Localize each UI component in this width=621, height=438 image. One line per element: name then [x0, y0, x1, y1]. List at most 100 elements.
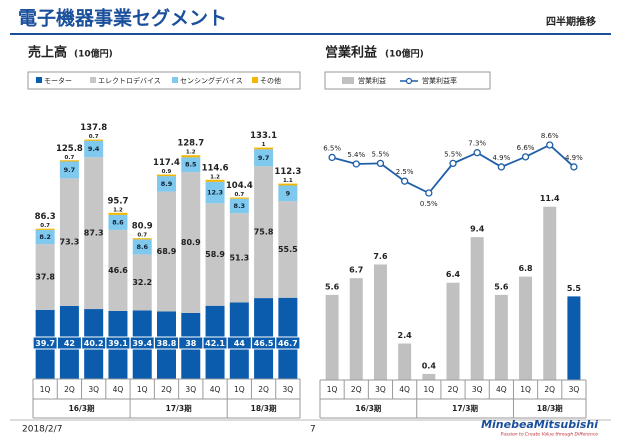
value-label: 46.6: [108, 266, 128, 275]
value-label: 8.3: [234, 202, 246, 210]
value-label: 5.4%: [347, 151, 365, 159]
value-label: 46.7: [278, 339, 298, 348]
legend-marker: [405, 77, 413, 85]
line-marker: [473, 149, 481, 157]
value-label: 46.5: [254, 339, 274, 348]
value-label: 75.8: [254, 228, 274, 237]
bar-segment: [108, 229, 128, 311]
bar-segment: [205, 179, 225, 182]
value-label: 42: [64, 339, 75, 348]
x-tick-label: 4Q: [113, 385, 124, 394]
x-tick-label: 1Q: [327, 385, 338, 394]
bar-segment: [229, 213, 249, 303]
total-label: 86.3: [35, 212, 56, 222]
x-tick-label: 3Q: [283, 385, 294, 394]
bar: [349, 278, 363, 380]
bar-segment: [205, 203, 225, 306]
value-label: 2.5%: [396, 168, 414, 176]
bar-segment: [157, 174, 176, 177]
value-label: 12.3: [207, 189, 223, 197]
total-label: 104.4: [226, 181, 253, 191]
x-group-label: 18/3期: [251, 403, 277, 413]
chart-unit: (10億円): [74, 48, 113, 60]
bar: [373, 264, 387, 380]
bar-segment: [254, 166, 274, 299]
value-label: 0.5%: [420, 200, 438, 208]
bar-segment: [181, 172, 201, 313]
bar: [422, 373, 436, 380]
value-label: 37.8: [35, 273, 55, 282]
value-label: 8.6%: [541, 132, 559, 140]
x-tick-label: 3Q: [375, 385, 386, 394]
x-tick-label: 2Q: [448, 385, 459, 394]
x-tick-label: 3Q: [88, 385, 99, 394]
legend-box: [27, 71, 301, 90]
legend-label: センシングデバイス: [180, 76, 243, 85]
bar-segment: [278, 201, 298, 298]
logo: MinebeaMitsubishi: [481, 418, 598, 431]
value-label: 1.2: [210, 174, 220, 180]
slide-subtitle: 四半期推移: [546, 15, 596, 28]
slide-title: 電子機器事業セグメント: [18, 7, 227, 30]
line-marker: [328, 153, 336, 162]
value-label: 87.3: [84, 229, 104, 238]
value-label: 8.5: [185, 161, 197, 169]
x-tick-label: 2Q: [258, 385, 269, 394]
value-label: 6.5%: [323, 144, 341, 152]
bar-segment: [84, 139, 104, 141]
value-label: 8.6: [136, 243, 148, 251]
footer-date: 2018/2/7: [22, 425, 62, 435]
x-tick-label: 1Q: [234, 385, 245, 394]
chart-title: 営業利益: [325, 45, 377, 61]
legend-swatch: [36, 77, 42, 83]
total-label: 114.6: [202, 163, 229, 173]
bar-segment: [181, 155, 201, 158]
total-label: 80.9: [132, 222, 153, 232]
value-label: 2.4: [398, 331, 413, 340]
value-label: 0.7: [137, 233, 147, 239]
bar-segment: [157, 191, 176, 312]
bar: [398, 343, 412, 380]
value-label: 1.2: [186, 150, 196, 156]
x-tick-label: 4Q: [496, 385, 507, 394]
x-tick-label: 1Q: [423, 385, 434, 394]
value-label: 58.9: [205, 250, 225, 259]
value-label: 51.3: [229, 253, 249, 262]
value-label: 4.9%: [565, 154, 583, 162]
value-label-box: [275, 336, 301, 350]
bar-segment: [229, 198, 249, 214]
bar-segment: [108, 214, 128, 230]
x-tick-label: 1Q: [137, 385, 148, 394]
bar-segment: [229, 197, 249, 199]
line-marker: [521, 153, 530, 161]
line-marker: [546, 141, 554, 149]
legend-label: モーター: [44, 76, 72, 85]
value-label: 1.1: [283, 178, 293, 184]
value-label: 73.3: [60, 238, 80, 247]
bar-segment: [84, 157, 104, 310]
legend-swatch: [172, 77, 178, 83]
value-label: 42.1: [205, 339, 225, 348]
bar-segment: [132, 238, 152, 240]
value-label: 7.3%: [468, 140, 486, 148]
value-label: 11.4: [540, 194, 560, 203]
value-label: 0.7: [234, 192, 244, 198]
bar-segment: [132, 239, 152, 255]
x-tick-label: 3Q: [472, 385, 483, 394]
total-label: 95.7: [107, 196, 128, 206]
legend-swatch: [252, 77, 258, 83]
value-label: 39.7: [35, 339, 55, 348]
bar-segment: [254, 147, 274, 150]
line-marker: [376, 159, 385, 168]
value-label: 8.9: [161, 180, 173, 188]
value-label: 6.7: [349, 266, 363, 275]
value-label: 9.7: [64, 166, 76, 174]
total-label: 112.3: [274, 167, 301, 177]
value-label: 6.8: [518, 264, 533, 273]
x-group-label: 16/3期: [355, 403, 381, 413]
value-label: 0.4: [422, 361, 437, 370]
legend-label: エレクトロデバイス: [98, 76, 161, 85]
line-marker: [497, 163, 506, 171]
x-tick-label: 3Q: [569, 385, 580, 394]
x-tick-label: 1Q: [40, 385, 51, 394]
